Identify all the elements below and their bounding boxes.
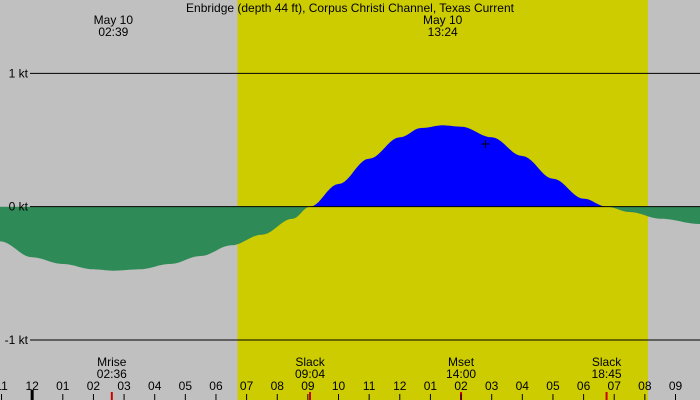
x-tick-label: 12: [25, 379, 39, 393]
x-tick-label: 08: [638, 379, 652, 393]
chart-title: Enbridge (depth 44 ft), Corpus Christi C…: [186, 1, 515, 15]
header-event-date: May 10: [423, 13, 463, 27]
x-tick-label: 03: [117, 379, 131, 393]
header-event-time: 02:39: [98, 25, 128, 39]
x-tick-label: 08: [271, 379, 285, 393]
header-event-time: 13:24: [428, 25, 458, 39]
x-tick-label: 06: [577, 379, 591, 393]
y-tick-label: 1 kt: [9, 66, 29, 80]
x-tick-label: 01: [424, 379, 438, 393]
y-tick-label: 0 kt: [9, 200, 29, 214]
x-tick-label: 02: [87, 379, 101, 393]
x-tick-label: 11: [0, 379, 8, 393]
event-time: 02:36: [97, 367, 127, 381]
x-tick-label: 02: [454, 379, 468, 393]
x-tick-label: 03: [485, 379, 499, 393]
x-tick-label: 05: [546, 379, 560, 393]
x-tick-label: 05: [179, 379, 193, 393]
event-name: Mset: [448, 355, 475, 369]
event-time: 14:00: [446, 367, 476, 381]
header-event-date: May 10: [94, 13, 134, 27]
event-time: 09:04: [295, 367, 325, 381]
flood-current-area: [0, 125, 700, 207]
current-time-marker: [481, 140, 490, 148]
x-tick-label: 12: [393, 379, 407, 393]
x-tick-label: 10: [332, 379, 346, 393]
x-tick-label: 06: [209, 379, 223, 393]
x-tick-label: 01: [56, 379, 70, 393]
ebb-current-area: [0, 206, 700, 271]
x-tick-label: 09: [301, 379, 315, 393]
y-tick-label: -1 kt: [5, 333, 29, 347]
event-name: Slack: [295, 355, 325, 369]
x-tick-label: 11: [363, 379, 376, 393]
event-time: 18:45: [592, 367, 622, 381]
x-tick-label: 07: [608, 379, 622, 393]
x-tick-label: 07: [240, 379, 254, 393]
x-tick-label: 09: [669, 379, 683, 393]
x-tick-label: 04: [516, 379, 530, 393]
event-name: Slack: [592, 355, 622, 369]
x-tick-label: 04: [148, 379, 162, 393]
event-name: Mrise: [97, 355, 127, 369]
